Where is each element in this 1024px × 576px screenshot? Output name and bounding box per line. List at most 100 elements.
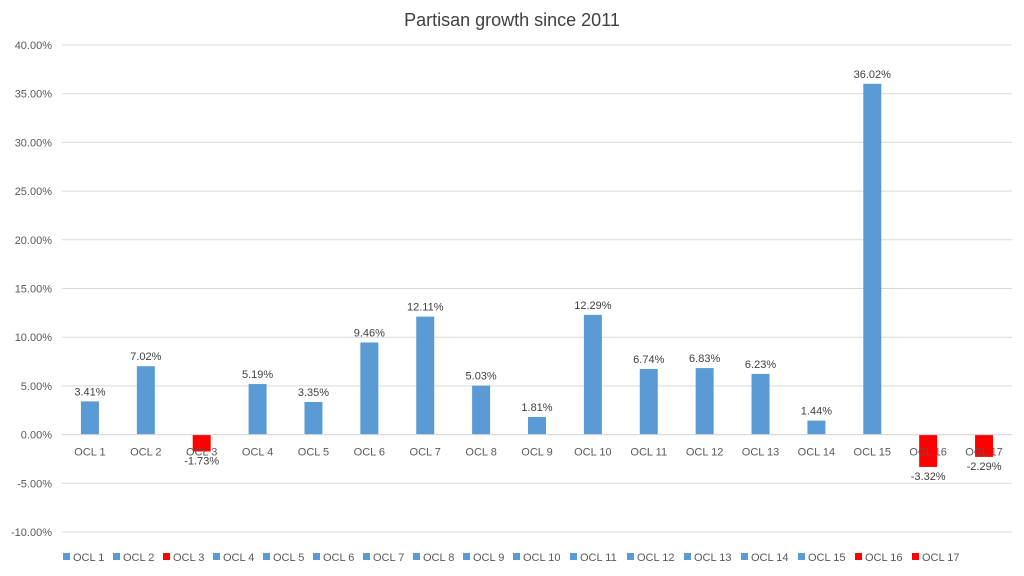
data-labels: 3.41% 7.02% -1.73% 5.19% 3.35% 9.46% 12.11% 5.0… (74, 69, 1001, 483)
bar-ocl-15 (863, 83, 882, 435)
x-tick-label: OCL 17 (965, 447, 1003, 459)
y-tick-label: 35.00% (15, 89, 53, 101)
legend-swatch (463, 553, 470, 560)
legend-swatch (163, 553, 170, 560)
data-label: 1.44% (801, 406, 832, 418)
legend-label: OCL 7 (373, 552, 404, 564)
bar-ocl-4 (248, 384, 267, 435)
data-label: -2.29% (967, 461, 1002, 473)
x-tick-label: OCL 5 (298, 447, 329, 459)
bar-ocl-6 (360, 342, 379, 435)
data-label: 7.02% (130, 351, 161, 363)
legend-item: OCL 9 (463, 552, 504, 564)
data-label: -1.73% (184, 455, 219, 467)
x-axis: OCL 1 OCL 2 OCL 3 OCL 4 OCL 5 OCL 6 OCL 7 OCL 8… (62, 434, 1012, 459)
data-label: 9.46% (354, 327, 385, 339)
data-label: 6.23% (745, 359, 776, 371)
legend-swatch (684, 553, 691, 560)
bar-ocl-17 (975, 434, 994, 457)
legend-label: OCL 4 (223, 552, 254, 564)
legend-item: OCL 4 (213, 552, 254, 564)
data-label: 6.83% (689, 353, 720, 365)
legend-label: OCL 16 (865, 552, 903, 564)
data-label: 5.19% (242, 369, 273, 381)
legend-label: OCL 3 (173, 552, 204, 564)
bar-ocl-3 (192, 434, 211, 452)
x-tick-label: OCL 11 (630, 447, 667, 459)
legend-swatch (513, 553, 520, 560)
legend-label: OCL 14 (751, 552, 789, 564)
legend-item: OCL 1 (63, 552, 104, 564)
bar-ocl-7 (416, 316, 435, 435)
bar-ocl-12 (695, 368, 714, 435)
legend-item: OCL 12 (627, 552, 675, 564)
legend-item: OCL 15 (798, 552, 846, 564)
legend-label: OCL 11 (580, 552, 617, 564)
legend-label: OCL 17 (922, 552, 960, 564)
bar-ocl-1 (80, 401, 99, 435)
legend-label: OCL 6 (323, 552, 354, 564)
x-tick-label: OCL 16 (909, 447, 947, 459)
x-tick-label: OCL 9 (521, 447, 552, 459)
legend-swatch (313, 553, 320, 560)
x-tick-label: OCL 2 (130, 447, 161, 459)
bar-ocl-10 (583, 314, 602, 435)
legend-item: OCL 3 (163, 552, 204, 564)
legend-swatch (741, 553, 748, 560)
legend-item: OCL 10 (513, 552, 561, 564)
bar-ocl-14 (807, 420, 826, 435)
x-tick-label: OCL 14 (798, 447, 836, 459)
legend-swatch (855, 553, 862, 560)
legend-swatch (413, 553, 420, 560)
y-tick-label: 40.00% (15, 40, 53, 52)
y-tick-label: 15.00% (15, 284, 53, 296)
y-tick-label: 25.00% (15, 186, 53, 198)
x-tick-label: OCL 1 (74, 447, 105, 459)
legend-item: OCL 7 (363, 552, 404, 564)
y-tick-label: 0.00% (21, 430, 52, 442)
legend-item: OCL 5 (263, 552, 304, 564)
data-label: 5.03% (466, 371, 497, 383)
legend-swatch (63, 553, 70, 560)
data-label: 12.29% (574, 300, 612, 312)
x-tick-label: OCL 7 (410, 447, 441, 459)
legend-label: OCL 8 (423, 552, 454, 564)
bar-ocl-11 (639, 368, 658, 435)
y-tick-label: 10.00% (15, 332, 53, 344)
data-label: 1.81% (521, 402, 552, 414)
legend-label: OCL 1 (73, 552, 104, 564)
bar-ocl-13 (751, 373, 770, 435)
legend-swatch (912, 553, 919, 560)
x-tick-label: OCL 3 (186, 447, 217, 459)
legend-swatch (798, 553, 805, 560)
legend-item: OCL 8 (413, 552, 454, 564)
y-tick-label: 20.00% (15, 235, 53, 247)
legend-item: OCL 6 (313, 552, 354, 564)
legend-item: OCL 13 (684, 552, 732, 564)
legend-label: OCL 9 (473, 552, 504, 564)
y-axis: 40.00% 35.00% 30.00% 25.00% 20.00% 15.00% 10.0… (11, 40, 52, 539)
data-label: 6.74% (633, 354, 664, 366)
x-tick-label: OCL 15 (854, 447, 892, 459)
data-label: 3.41% (74, 386, 105, 398)
legend-label: OCL 13 (694, 552, 732, 564)
legend: OCL 1 OCL 2 OCL 3 OCL 4 OCL 5 OCL 6 OCL 7 OCL 8… (63, 552, 960, 564)
y-tick-label: 5.00% (21, 381, 52, 393)
x-tick-label: OCL 13 (742, 447, 780, 459)
legend-swatch (263, 553, 270, 560)
x-tick-label: OCL 10 (574, 447, 612, 459)
bar-ocl-9 (528, 416, 546, 435)
legend-label: OCL 10 (523, 552, 561, 564)
legend-label: OCL 5 (273, 552, 304, 564)
legend-swatch (113, 553, 120, 560)
x-tick-label: OCL 12 (686, 447, 724, 459)
legend-item: OCL 14 (741, 552, 789, 564)
legend-item: OCL 17 (912, 552, 960, 564)
legend-swatch (627, 553, 634, 560)
data-label: 12.11% (407, 302, 444, 314)
bar-ocl-5 (304, 401, 323, 435)
legend-swatch (570, 553, 577, 560)
legend-label: OCL 15 (808, 552, 846, 564)
bar-ocl-16 (919, 434, 938, 467)
